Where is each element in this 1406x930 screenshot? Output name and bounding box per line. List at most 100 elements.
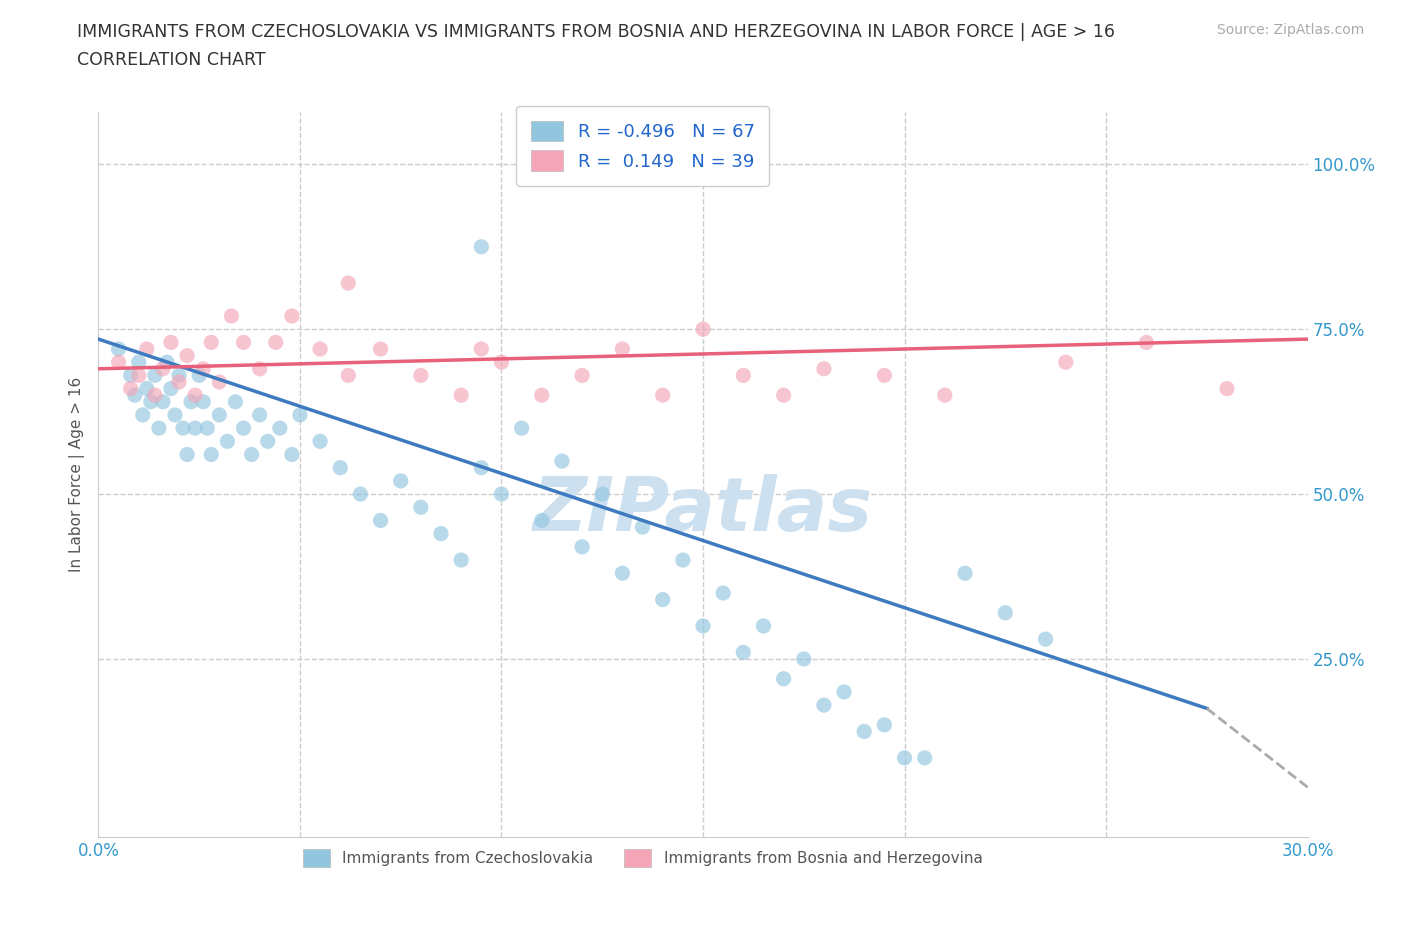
- Point: [591, 486, 613, 501]
- Point: [193, 394, 215, 409]
- Point: [184, 388, 207, 403]
- Text: CORRELATION CHART: CORRELATION CHART: [77, 51, 266, 69]
- Point: [221, 309, 243, 324]
- Point: [370, 513, 392, 528]
- Point: [249, 362, 271, 377]
- Point: [551, 454, 574, 469]
- Point: [128, 368, 150, 383]
- Point: [176, 348, 198, 363]
- Point: [389, 473, 412, 488]
- Point: [631, 520, 654, 535]
- Point: [281, 309, 304, 324]
- Point: [873, 717, 896, 732]
- Point: [200, 447, 222, 462]
- Point: [491, 354, 513, 369]
- Point: [994, 605, 1017, 620]
- Point: [152, 362, 174, 377]
- Point: [200, 335, 222, 350]
- Point: [873, 368, 896, 383]
- Point: [1216, 381, 1239, 396]
- Point: [337, 275, 360, 290]
- Point: [329, 460, 352, 475]
- Point: [672, 552, 695, 567]
- Point: [612, 341, 634, 356]
- Point: [934, 388, 956, 403]
- Point: [530, 388, 553, 403]
- Point: [450, 388, 472, 403]
- Point: [612, 565, 634, 580]
- Point: [953, 565, 976, 580]
- Point: [450, 552, 472, 567]
- Point: [1054, 354, 1077, 369]
- Point: [1135, 335, 1157, 350]
- Point: [217, 434, 239, 449]
- Point: [160, 335, 183, 350]
- Point: [1035, 631, 1057, 646]
- Text: Source: ZipAtlas.com: Source: ZipAtlas.com: [1216, 23, 1364, 37]
- Point: [224, 394, 246, 409]
- Point: [193, 362, 215, 377]
- Point: [349, 486, 371, 501]
- Point: [491, 486, 513, 501]
- Point: [184, 420, 207, 435]
- Point: [163, 407, 186, 422]
- Point: [692, 322, 714, 337]
- Point: [128, 354, 150, 369]
- Point: [772, 671, 794, 686]
- Point: [309, 341, 332, 356]
- Point: [337, 368, 360, 383]
- Point: [132, 407, 155, 422]
- Point: [281, 447, 304, 462]
- Point: [470, 460, 492, 475]
- Point: [143, 388, 166, 403]
- Point: [651, 592, 673, 607]
- Point: [120, 368, 142, 383]
- Point: [156, 354, 179, 369]
- Point: [160, 381, 183, 396]
- Text: IMMIGRANTS FROM CZECHOSLOVAKIA VS IMMIGRANTS FROM BOSNIA AND HERZEGOVINA IN LABO: IMMIGRANTS FROM CZECHOSLOVAKIA VS IMMIGR…: [77, 23, 1115, 41]
- Point: [430, 526, 453, 541]
- Point: [370, 341, 392, 356]
- Point: [530, 513, 553, 528]
- Point: [256, 434, 278, 449]
- Y-axis label: In Labor Force | Age > 16: In Labor Force | Age > 16: [69, 377, 84, 572]
- Point: [208, 407, 231, 422]
- Point: [571, 368, 593, 383]
- Point: [692, 618, 714, 633]
- Point: [853, 724, 876, 739]
- Point: [813, 698, 835, 712]
- Point: [124, 388, 146, 403]
- Point: [167, 368, 190, 383]
- Point: [914, 751, 936, 765]
- Point: [752, 618, 775, 633]
- Point: [232, 335, 254, 350]
- Point: [409, 368, 432, 383]
- Point: [195, 420, 218, 435]
- Text: ZIPatlas: ZIPatlas: [533, 474, 873, 547]
- Point: [249, 407, 271, 422]
- Point: [813, 362, 835, 377]
- Point: [152, 394, 174, 409]
- Point: [135, 341, 157, 356]
- Point: [832, 684, 855, 699]
- Point: [733, 368, 755, 383]
- Point: [510, 420, 533, 435]
- Point: [772, 388, 794, 403]
- Point: [409, 499, 432, 514]
- Point: [172, 420, 194, 435]
- Point: [176, 447, 198, 462]
- Point: [107, 354, 129, 369]
- Point: [733, 644, 755, 659]
- Point: [148, 420, 170, 435]
- Point: [232, 420, 254, 435]
- Point: [288, 407, 311, 422]
- Point: [143, 368, 166, 383]
- Legend: Immigrants from Czechoslovakia, Immigrants from Bosnia and Herzegovina: Immigrants from Czechoslovakia, Immigran…: [297, 843, 988, 873]
- Point: [120, 381, 142, 396]
- Point: [571, 539, 593, 554]
- Point: [135, 381, 157, 396]
- Point: [651, 388, 673, 403]
- Point: [309, 434, 332, 449]
- Point: [269, 420, 291, 435]
- Point: [264, 335, 287, 350]
